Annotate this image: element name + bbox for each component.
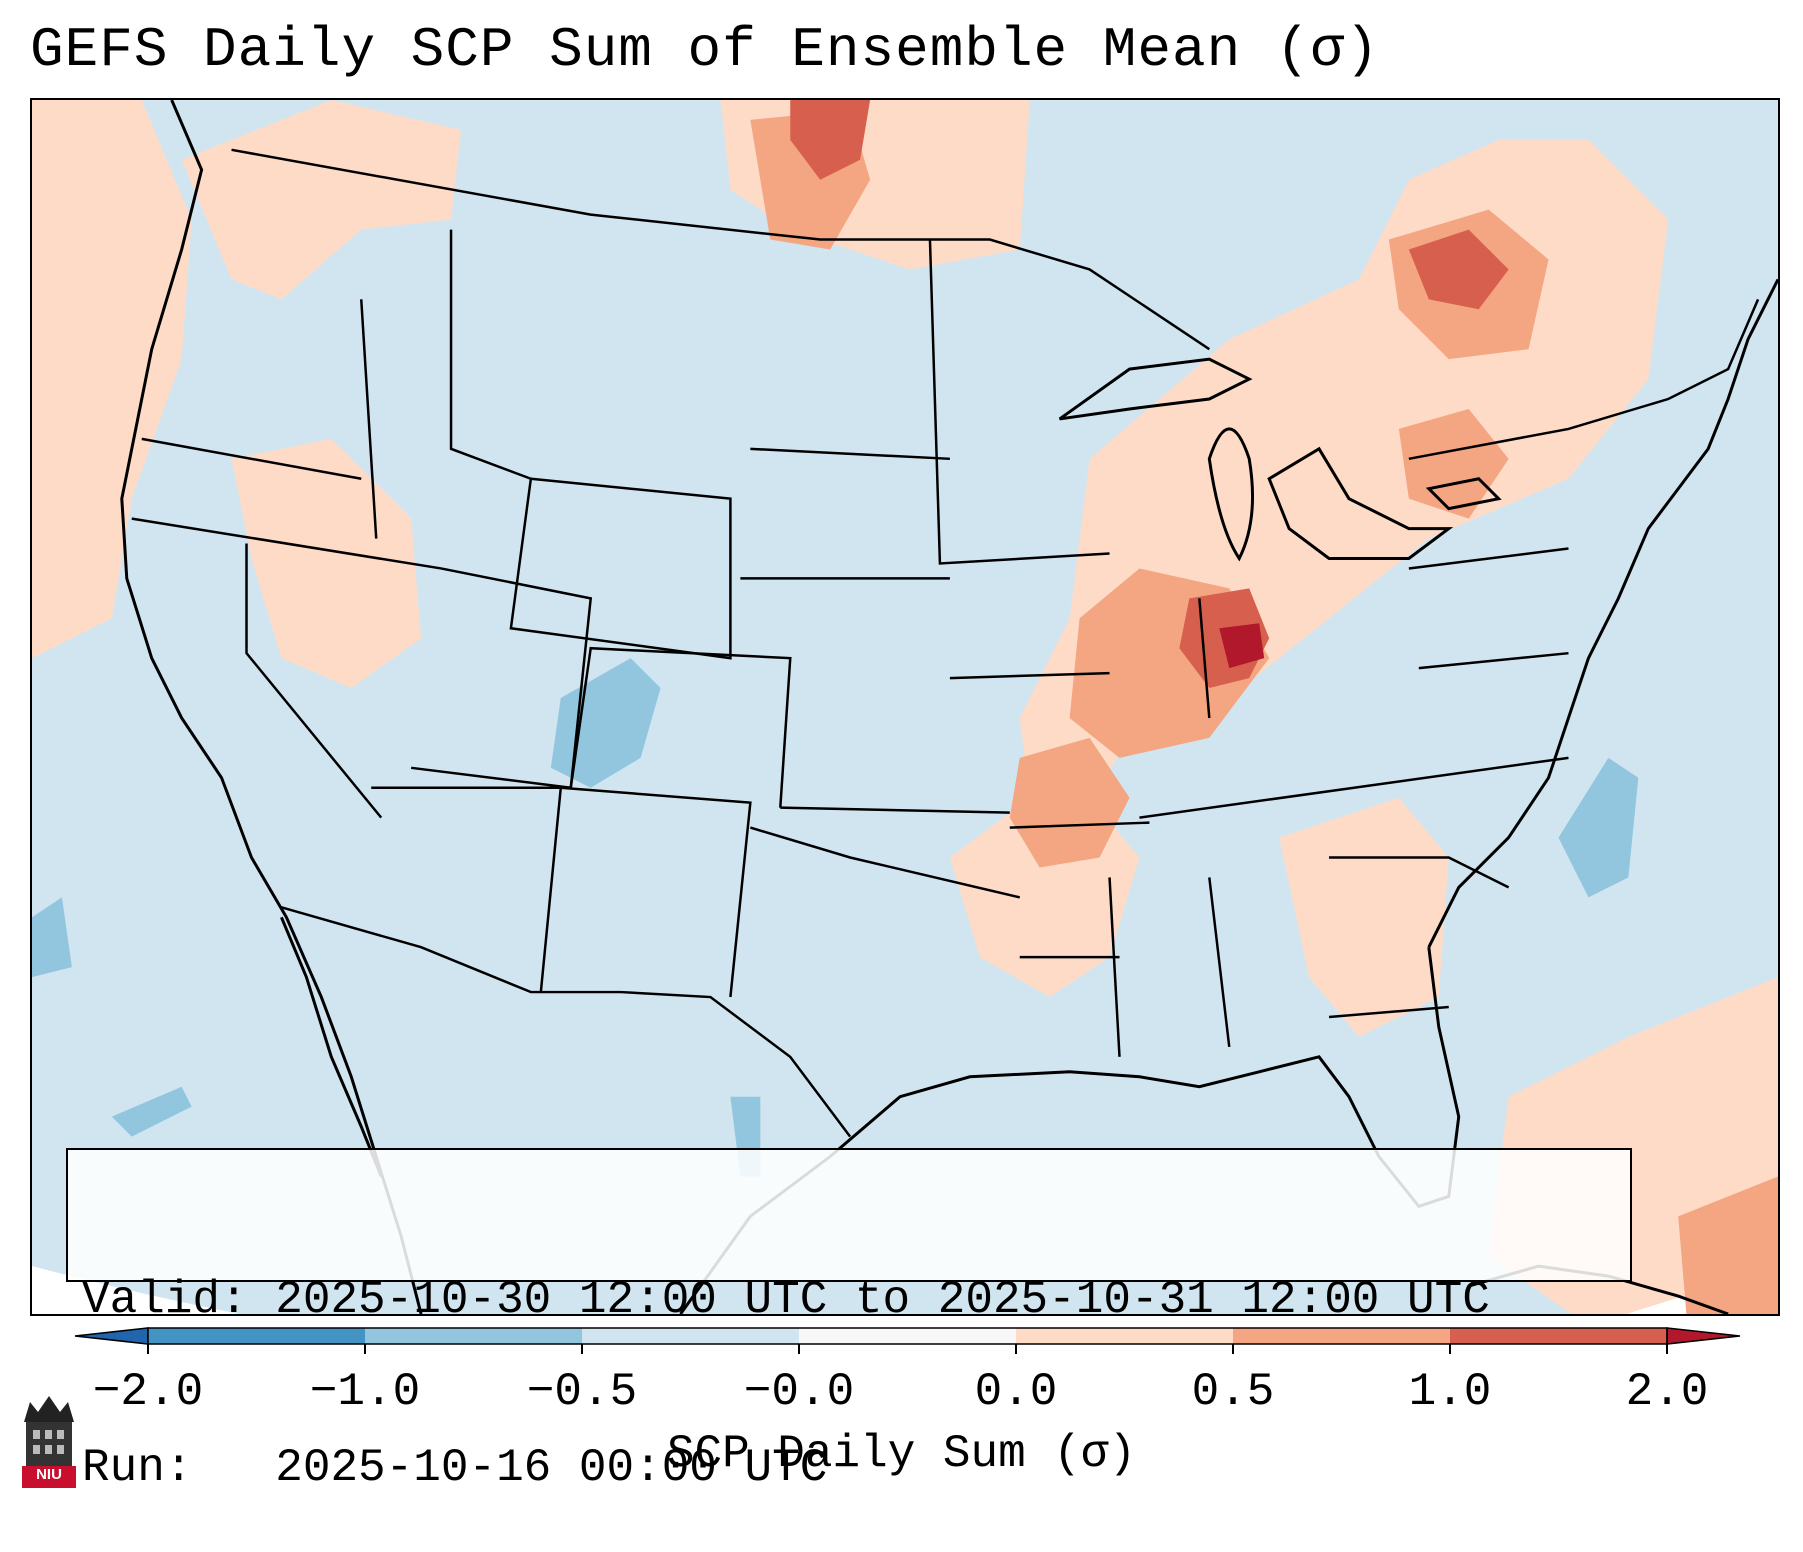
border-or-wa bbox=[141, 437, 362, 480]
border-ga-fl bbox=[1328, 1005, 1449, 1019]
mid-south-medium bbox=[1009, 737, 1130, 868]
colorbar-tick-label: 1.0 bbox=[1408, 1366, 1492, 1418]
colorbar-bin-4 bbox=[799, 1328, 1016, 1344]
new-york-medium bbox=[1398, 408, 1509, 519]
baja-negative bbox=[111, 1086, 192, 1137]
valid-time-box: Valid: 2025-10-30 12:00 UTC to 2025-10-3… bbox=[66, 1148, 1632, 1494]
atlantic-coastline bbox=[1427, 278, 1778, 948]
colorbar-tick-label: 0.5 bbox=[1191, 1366, 1275, 1418]
border-nm-tx bbox=[560, 786, 752, 998]
map-canvas bbox=[32, 100, 1778, 1314]
quebec-strong bbox=[1408, 229, 1509, 310]
state-borders bbox=[131, 148, 1760, 1138]
border-ks-ok bbox=[780, 806, 1010, 814]
border-ms-al bbox=[1108, 877, 1121, 1057]
border-ia-mo bbox=[949, 671, 1110, 680]
border-pa-md bbox=[1418, 651, 1569, 670]
us-mexico-border bbox=[281, 906, 852, 1138]
great-lakes-ontario bbox=[1425, 477, 1502, 511]
logo-text: NIU bbox=[36, 1466, 62, 1483]
pacific-negative bbox=[32, 897, 72, 978]
border-ca-or bbox=[131, 517, 442, 570]
colorado-negative bbox=[550, 658, 661, 788]
run-time-text: Run: 2025-10-16 00:00 UTC bbox=[82, 1442, 828, 1494]
great-lakes-michigan bbox=[1207, 427, 1255, 562]
great-lakes-superior bbox=[1058, 357, 1253, 421]
border-co-ks bbox=[569, 646, 792, 808]
colorbar-bin-3 bbox=[582, 1328, 799, 1344]
border-tn-ky bbox=[1139, 756, 1569, 819]
border-ut-co bbox=[410, 567, 593, 790]
colorbar-tick-label: −1.0 bbox=[309, 1366, 421, 1418]
pacific-coastline bbox=[120, 100, 423, 1314]
border-oh-in bbox=[1198, 598, 1211, 719]
us-canada-border bbox=[231, 148, 1210, 351]
border-ok-tx bbox=[749, 826, 1021, 899]
colorbar-ticks bbox=[147, 1344, 1668, 1354]
colorbar-bin-5 bbox=[1016, 1328, 1233, 1344]
us-canada-border-east bbox=[1408, 298, 1760, 461]
border-pa-ny bbox=[1408, 547, 1569, 570]
colorbar-bin-6 bbox=[1233, 1328, 1450, 1344]
colorbar-tick-label: −2.0 bbox=[92, 1366, 204, 1418]
west-coast-light-band bbox=[32, 100, 192, 659]
colorbar bbox=[74, 1327, 1741, 1354]
colorbar-extend-low bbox=[74, 1327, 149, 1345]
colorbar-tick-label: 2.0 bbox=[1625, 1366, 1709, 1418]
indiana-core bbox=[1219, 623, 1265, 669]
colorbar-outline bbox=[147, 1327, 1668, 1345]
border-ca-nv bbox=[245, 543, 383, 819]
colorbar-tick-label: −0.0 bbox=[743, 1366, 855, 1418]
valid-time-text: Valid: 2025-10-30 12:00 UTC to 2025-10-3… bbox=[82, 1274, 1490, 1326]
caribbean-medium bbox=[1678, 1176, 1778, 1314]
border-mo-ar bbox=[1009, 821, 1150, 829]
chart-title: GEFS Daily SCP Sum of Ensemble Mean (σ) bbox=[30, 18, 1380, 82]
colorbar-label: SCP Daily Sum (σ) bbox=[666, 1428, 1137, 1480]
border-wy bbox=[509, 477, 732, 660]
border-al-ga bbox=[1208, 877, 1231, 1048]
border-nd-sd bbox=[750, 447, 950, 461]
map-panel bbox=[30, 98, 1780, 1316]
colorbar-extend-high bbox=[1666, 1327, 1741, 1345]
border-id-west bbox=[360, 299, 378, 539]
atlantic-negative bbox=[1558, 757, 1639, 898]
colorbar-tick-label: −0.5 bbox=[526, 1366, 638, 1418]
border-nc-sc bbox=[1329, 856, 1510, 889]
border-mn-wi bbox=[928, 239, 1110, 565]
dakota-strong bbox=[790, 100, 871, 180]
university-tower-icon bbox=[22, 1396, 76, 1488]
colorbar-bin-2 bbox=[365, 1328, 582, 1344]
great-lakes-huron-erie bbox=[1267, 446, 1454, 560]
baja-peninsula-coast bbox=[280, 916, 383, 1178]
border-mt-id bbox=[449, 229, 532, 480]
colorbar-tick-label: 0.0 bbox=[974, 1366, 1058, 1418]
colorbar-bin-7 bbox=[1450, 1328, 1667, 1344]
northwest-light-patch bbox=[181, 100, 462, 300]
colorbar-bin-1 bbox=[148, 1328, 365, 1344]
